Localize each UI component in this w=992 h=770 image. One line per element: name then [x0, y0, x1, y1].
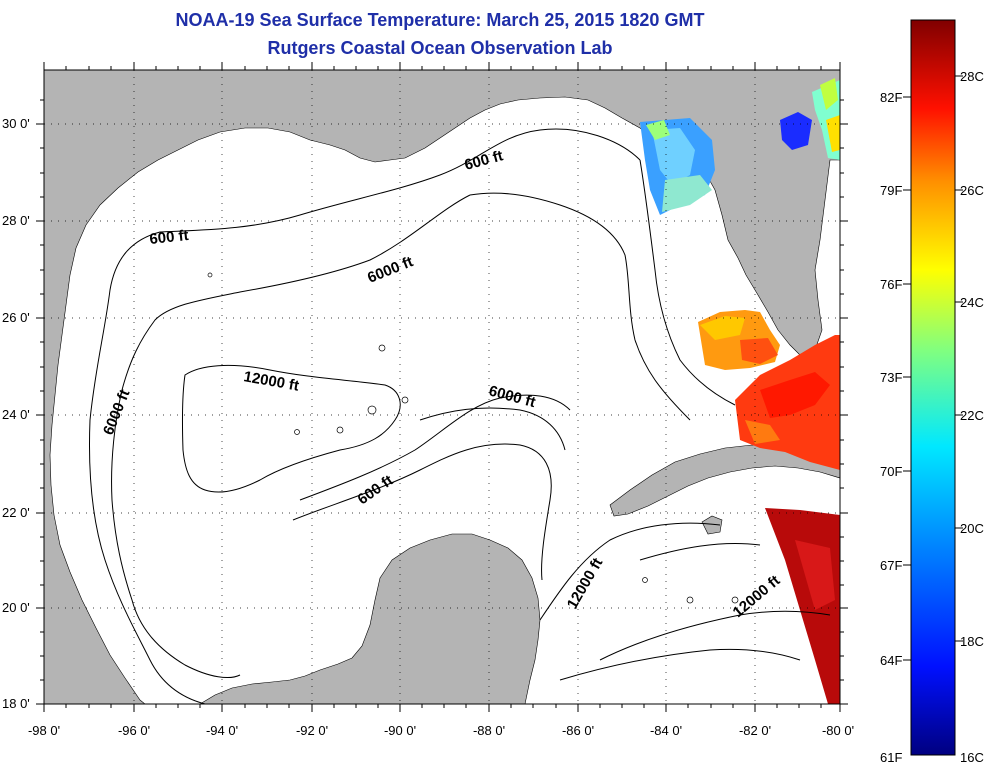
- lon-label: -90 0': [384, 723, 416, 738]
- colorbar-f-label: 79F: [880, 183, 902, 198]
- colorbar-f-label: 61F: [880, 750, 902, 765]
- contour-label: 600 ft: [149, 227, 190, 248]
- colorbar-c-label: 20C: [960, 521, 984, 536]
- contour-12000ft-yucatan-channel: [539, 522, 721, 621]
- contour-6000ft-south: [299, 394, 571, 501]
- land-island: [701, 515, 723, 535]
- colorbar-f-label: 76F: [880, 277, 902, 292]
- contour-cayman-3: [639, 543, 761, 561]
- colorbar-c-label: 24C: [960, 295, 984, 310]
- contour-12000ft: [181, 364, 401, 493]
- sst-patch-east-florida: [780, 78, 840, 160]
- lat-label: 28 0': [2, 213, 30, 228]
- map-subtitle: Rutgers Coastal Ocean Observation Lab: [267, 38, 613, 58]
- land-yucatan: [199, 533, 541, 704]
- contour-600ft: [89, 128, 641, 704]
- colorbar-c-label: 26C: [960, 183, 984, 198]
- contour-600ft-east: [639, 159, 736, 406]
- colorbar-c-label: 16C: [960, 750, 984, 765]
- latitude-labels: 30 0' 28 0' 26 0' 24 0' 22 0' 20 0' 18 0…: [2, 116, 30, 711]
- lat-label: 24 0': [2, 407, 30, 422]
- contour-12000ft-cayman: [599, 610, 831, 661]
- colorbar-f-label: 64F: [880, 653, 902, 668]
- lon-label: -80 0': [822, 723, 854, 738]
- contour-cayman-2: [559, 648, 801, 681]
- lat-label: 26 0': [2, 310, 30, 325]
- colorbar-c-label: 22C: [960, 408, 984, 423]
- sst-patch-florida-straits: [735, 335, 840, 470]
- lon-label: -94 0': [206, 723, 238, 738]
- map-title: NOAA-19 Sea Surface Temperature: March 2…: [175, 10, 705, 30]
- colorbar: 82F 79F 76F 73F 70F 67F 64F 61F 28C 26C …: [880, 19, 984, 765]
- contour-12000ft-gulf-east: [419, 407, 566, 451]
- lat-label: 20 0': [2, 600, 30, 615]
- graticule: [44, 70, 840, 704]
- colorbar-f-label: 82F: [880, 90, 902, 105]
- contour-600ft-yucatan: [292, 443, 552, 581]
- contour-6000ft: [111, 194, 471, 678]
- lon-label: -82 0': [739, 723, 771, 738]
- contour-6000ft-east: [469, 192, 691, 421]
- tick-marks: [36, 62, 848, 712]
- sst-patch-sw-florida: [698, 310, 780, 370]
- lat-label: 30 0': [2, 116, 30, 131]
- colorbar-c-label: 28C: [960, 69, 984, 84]
- lon-label: -92 0': [296, 723, 328, 738]
- land-us-gulf-coast: [44, 70, 840, 704]
- lon-label: -98 0': [28, 723, 60, 738]
- sst-patch-florida-bigbend: [640, 118, 715, 215]
- colorbar-f-label: 70F: [880, 464, 902, 479]
- colorbar-f-label: 67F: [880, 558, 902, 573]
- colorbar-c-label: 18C: [960, 634, 984, 649]
- map-frame: [43, 69, 841, 705]
- lon-label: -88 0': [473, 723, 505, 738]
- contour-details: [207, 272, 739, 604]
- lat-label: 22 0': [2, 505, 30, 520]
- longitude-labels: -98 0' -96 0' -94 0' -92 0' -90 0' -88 0…: [28, 723, 854, 738]
- lat-label: 18 0': [2, 696, 30, 711]
- lon-label: -84 0': [650, 723, 682, 738]
- land-cuba: [609, 444, 840, 517]
- colorbar-f-label: 73F: [880, 370, 902, 385]
- lon-label: -86 0': [562, 723, 594, 738]
- sst-patch-caribbean: [765, 508, 840, 704]
- bathymetry-contours: [89, 128, 831, 704]
- lon-label: -96 0': [118, 723, 150, 738]
- colorbar-gradient: [910, 19, 956, 756]
